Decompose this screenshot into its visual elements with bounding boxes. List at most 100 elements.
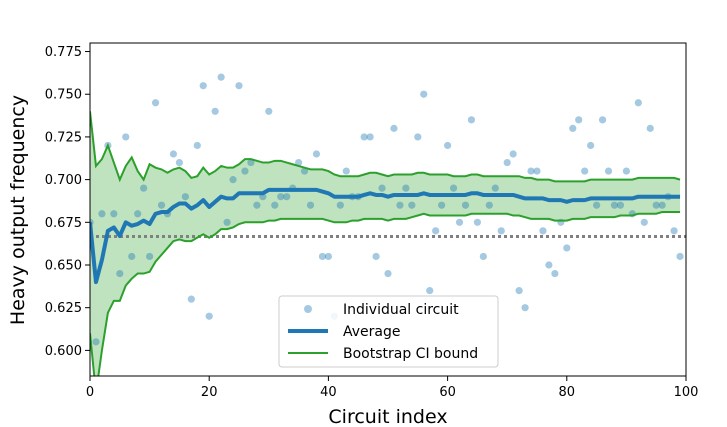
scatter-point — [306, 201, 315, 209]
scatter-point — [360, 133, 368, 141]
scatter-point — [563, 244, 571, 252]
scatter-point — [539, 227, 547, 235]
scatter-point — [444, 141, 452, 150]
scatter-point — [295, 158, 303, 167]
scatter-point — [449, 184, 458, 192]
scatter-point — [569, 124, 577, 132]
scatter-point — [634, 99, 642, 107]
scatter-point — [420, 90, 428, 98]
scatter-point — [533, 167, 541, 175]
scatter-point — [515, 287, 523, 295]
scatter-point — [265, 107, 273, 115]
scatter-point — [640, 218, 648, 226]
scatter-point — [396, 201, 404, 209]
y-axis-title: Heavy output frequency — [7, 95, 29, 325]
ci-band-layer — [90, 111, 681, 376]
scatter-point — [390, 124, 398, 132]
x-tick-label: 60 — [439, 385, 456, 400]
axes-frame — [89, 42, 687, 377]
scatter-point — [384, 269, 392, 278]
y-tick-label: 0.600 — [45, 344, 82, 359]
scatter-point — [199, 82, 207, 90]
scatter-point — [575, 116, 583, 124]
scatter-point — [521, 304, 529, 312]
ci-lines-layer — [90, 111, 681, 376]
scatter-point — [324, 252, 332, 261]
scatter-point — [604, 167, 613, 175]
scatter-point — [658, 201, 666, 209]
scatter-point — [479, 252, 487, 261]
scatter-point — [598, 116, 607, 124]
scatter-point — [187, 295, 195, 303]
scatter-point — [116, 269, 124, 278]
scatter-point — [211, 107, 219, 115]
x-tick-label: 20 — [201, 385, 218, 400]
scatter-point — [491, 184, 499, 192]
scatter-point — [652, 201, 660, 209]
ci-band-fill — [90, 111, 681, 376]
scatter-point — [408, 201, 416, 209]
scatter-point — [503, 158, 511, 167]
scatter-point — [271, 201, 279, 209]
legend-marker-individual-circuit — [304, 305, 312, 313]
scatter-point — [593, 201, 601, 209]
y-tick-label: 0.650 — [45, 259, 82, 274]
scatter-point — [587, 141, 595, 150]
scatter-point — [157, 201, 166, 209]
ci-upper-line — [90, 111, 681, 183]
legend-label-individual-circuit: Individual circuit — [343, 302, 459, 318]
scatter-point — [217, 73, 225, 81]
scatter-point — [670, 227, 678, 235]
y-tick-label: 0.750 — [45, 88, 82, 103]
x-tick-label: 0 — [86, 385, 94, 400]
scatter-point — [235, 82, 243, 90]
scatter-point — [169, 150, 178, 158]
scatter-point — [283, 193, 291, 201]
scatter-point — [336, 201, 344, 209]
scatter-point — [372, 252, 380, 261]
scatter-point — [438, 201, 446, 209]
x-tick-label: 100 — [674, 385, 699, 400]
scatter-point — [342, 167, 350, 175]
y-tick-label: 0.725 — [45, 130, 82, 145]
scatter-point — [509, 150, 517, 158]
scatter-point — [146, 252, 154, 261]
scatter-point — [551, 269, 559, 278]
scatter-point — [610, 201, 619, 209]
legend-label-average: Average — [343, 324, 401, 340]
scatter-point — [229, 176, 237, 184]
scatter-point — [455, 218, 464, 226]
average-line-layer — [90, 187, 681, 285]
scatter-point — [402, 184, 410, 192]
scatter-point — [676, 252, 684, 261]
legend: Individual circuit Average Bootstrap CI … — [278, 295, 499, 368]
scatter-point — [432, 227, 440, 235]
scatter-point — [461, 201, 470, 209]
scatter-point — [616, 201, 625, 209]
scatter-point — [175, 158, 183, 167]
x-axis-title: Circuit index — [328, 406, 447, 427]
scatter-point — [193, 141, 201, 150]
scatter-point — [485, 201, 493, 209]
y-tick-label: 0.675 — [45, 216, 82, 231]
y-tick-label: 0.775 — [45, 45, 82, 60]
scatter-point — [300, 167, 309, 175]
scatter-point — [467, 116, 476, 124]
x-axis-ticks: 0 20 40 60 80 100 — [86, 376, 699, 400]
scatter-point — [414, 133, 422, 141]
y-axis-ticks: 0.600 0.625 0.650 0.675 0.700 0.725 0.750 0.775 — [45, 45, 90, 359]
scatter-point — [497, 227, 505, 235]
scatter-point — [247, 158, 255, 167]
y-tick-label: 0.700 — [45, 173, 82, 188]
scatter-point — [277, 193, 285, 201]
scatter-point — [110, 210, 118, 218]
scatter-point — [426, 287, 434, 295]
scatter-point — [378, 184, 386, 192]
scatter-point — [622, 167, 631, 175]
scatter-point — [134, 210, 142, 218]
scatter-point — [545, 261, 553, 269]
scatter-point — [205, 312, 213, 320]
scatter-point — [473, 218, 481, 226]
scatter-point — [223, 218, 231, 226]
